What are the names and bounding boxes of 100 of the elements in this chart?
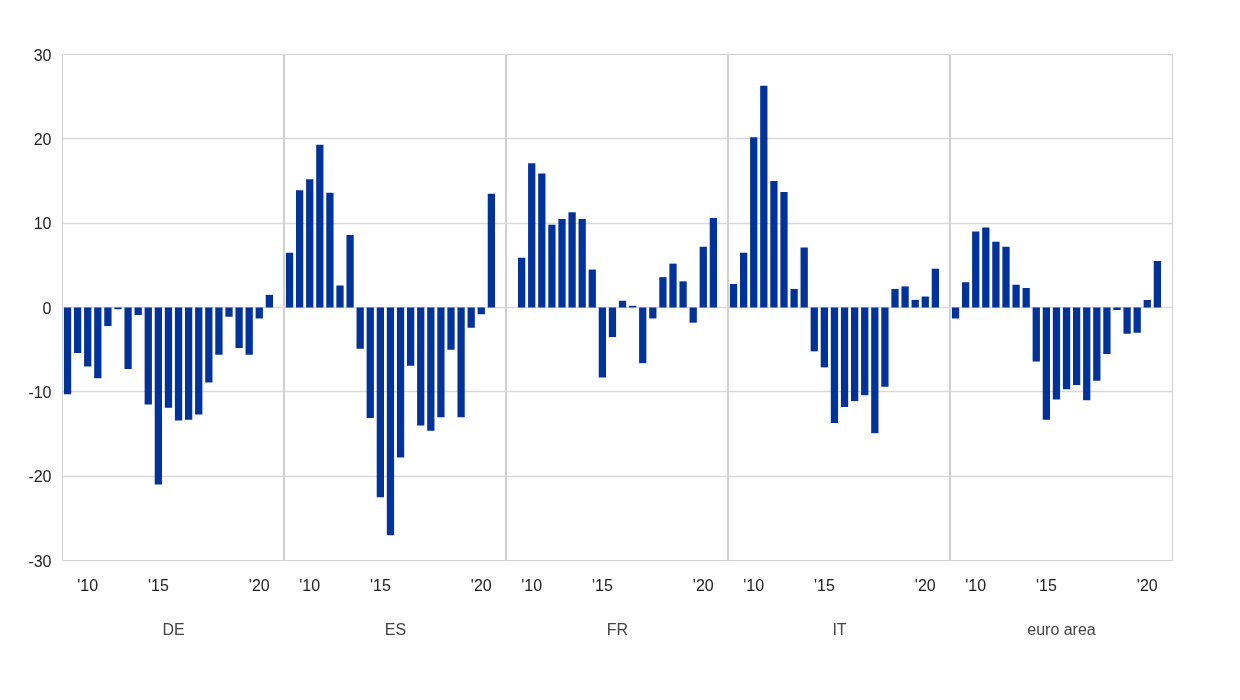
bar xyxy=(1083,307,1091,401)
x-axis-title: DE xyxy=(162,620,185,638)
bar xyxy=(639,307,647,364)
x-tick-label: '15 xyxy=(369,576,391,594)
bar xyxy=(356,307,364,349)
bar xyxy=(608,307,617,338)
x-tick-label: '20 xyxy=(914,576,936,594)
bar xyxy=(1012,284,1020,308)
bar xyxy=(1062,307,1071,390)
bar xyxy=(679,281,687,308)
bar xyxy=(709,218,717,308)
bar xyxy=(1022,288,1030,308)
bar xyxy=(598,307,606,378)
bar xyxy=(962,282,970,308)
x-tick-label: '15 xyxy=(1035,576,1057,594)
y-tick-label: -10 xyxy=(28,383,52,401)
y-tick-label: 20 xyxy=(33,130,52,148)
bar xyxy=(891,288,899,308)
bar xyxy=(851,307,859,402)
bar xyxy=(770,181,778,308)
bar xyxy=(972,231,980,308)
bar xyxy=(800,247,808,308)
bar xyxy=(740,252,748,308)
y-tick-label: 0 xyxy=(42,299,52,317)
x-axis-title: ES xyxy=(384,620,407,638)
bar xyxy=(861,307,869,396)
bar xyxy=(528,163,536,308)
bar xyxy=(780,191,788,308)
bar xyxy=(518,257,526,308)
bar xyxy=(386,307,395,536)
y-tick-label: 10 xyxy=(33,215,52,233)
bar xyxy=(1123,307,1131,334)
bar xyxy=(1032,307,1040,362)
bar xyxy=(376,307,384,498)
bar xyxy=(881,307,889,387)
bar xyxy=(689,307,697,323)
bar xyxy=(447,307,455,350)
bar xyxy=(558,218,566,308)
bar xyxy=(316,144,324,308)
bar xyxy=(467,307,475,328)
x-tick-label: '20 xyxy=(1136,576,1158,594)
bar xyxy=(1042,307,1050,420)
x-axis-title: euro area xyxy=(1027,620,1096,638)
bar xyxy=(396,307,405,458)
bar xyxy=(830,307,839,424)
bar xyxy=(901,286,909,308)
x-tick-label: '10 xyxy=(743,576,765,594)
bar xyxy=(1153,261,1161,308)
bar xyxy=(407,307,415,366)
bar xyxy=(729,283,738,308)
bar xyxy=(699,246,707,308)
bar xyxy=(1073,307,1081,386)
bar xyxy=(1143,299,1151,308)
bar xyxy=(1093,307,1101,381)
bar xyxy=(840,307,849,408)
bar xyxy=(437,307,445,418)
bar xyxy=(750,137,758,308)
bar xyxy=(790,288,798,308)
x-tick-label: '10 xyxy=(77,576,99,594)
bar xyxy=(578,218,586,308)
bar xyxy=(285,252,294,308)
x-tick-label: '20 xyxy=(470,576,492,594)
x-tick-label: '10 xyxy=(521,576,543,594)
bar xyxy=(427,307,435,431)
bar xyxy=(921,296,929,308)
bar xyxy=(669,263,677,308)
bar xyxy=(618,300,627,308)
bar xyxy=(931,268,939,308)
bar xyxy=(911,299,919,308)
x-tick-label: '10 xyxy=(299,576,321,594)
bar xyxy=(457,307,465,418)
bar xyxy=(760,85,768,308)
x-tick-label: '20 xyxy=(248,576,270,594)
y-tick-label: -30 xyxy=(28,552,52,570)
bar xyxy=(336,285,344,308)
x-tick-label: '15 xyxy=(147,576,169,594)
bar xyxy=(982,227,990,308)
bar xyxy=(487,193,495,308)
bar xyxy=(548,224,556,308)
bar xyxy=(1103,307,1111,354)
y-tick-label: 30 xyxy=(33,46,52,64)
x-tick-label: '20 xyxy=(692,576,714,594)
bar xyxy=(326,192,334,308)
x-axis-title: FR xyxy=(606,620,629,638)
x-tick-label: '15 xyxy=(591,576,613,594)
bar xyxy=(1133,307,1141,333)
bar xyxy=(568,212,576,308)
x-tick-label: '15 xyxy=(813,576,835,594)
bar xyxy=(296,190,304,308)
bar xyxy=(588,269,596,308)
bar xyxy=(366,307,374,418)
bar xyxy=(659,277,667,308)
bar xyxy=(810,307,818,352)
bar xyxy=(417,307,425,426)
x-axis-title: IT xyxy=(832,620,847,638)
x-tick-label: '10 xyxy=(965,576,987,594)
bar xyxy=(992,241,1000,308)
bar xyxy=(306,179,314,308)
bar xyxy=(871,307,879,434)
bar xyxy=(1002,246,1010,308)
